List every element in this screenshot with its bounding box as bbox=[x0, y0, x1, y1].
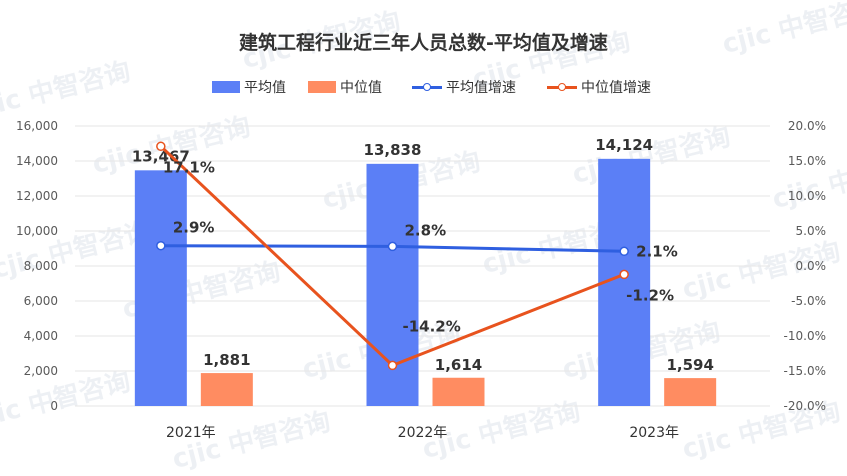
median-growth-point bbox=[619, 269, 629, 280]
avg-growth-point bbox=[387, 241, 398, 252]
y-left-tick-label: 12,000 bbox=[16, 189, 58, 203]
avg-growth-label: 2.9% bbox=[173, 219, 215, 237]
bar-median bbox=[432, 377, 485, 406]
y-right-tick-label: -5.0% bbox=[791, 294, 826, 308]
legend-swatch-median bbox=[308, 81, 336, 93]
bar-median bbox=[200, 373, 253, 406]
y-left-tick-label: 2,000 bbox=[24, 364, 58, 378]
x-tick-label: 2021年 bbox=[166, 425, 216, 441]
legend-item-median-growth: 中位值增速 bbox=[547, 76, 651, 98]
chart-title: 建筑工程行业近三年人员总数-平均值及增速 bbox=[239, 32, 608, 54]
median-growth-label: 17.1% bbox=[163, 158, 215, 176]
legend-item-avg: 平均值 bbox=[212, 76, 286, 98]
avg-growth-point bbox=[619, 246, 629, 257]
bar-median-label: 1,881 bbox=[203, 351, 250, 369]
legend-label-avg-growth: 平均值增速 bbox=[446, 80, 516, 96]
y-right-tick-label: 5.0% bbox=[796, 224, 827, 238]
median-growth-point bbox=[387, 360, 398, 371]
y-right-tick-label: 0.0% bbox=[796, 259, 827, 273]
bar-avg-label: 13,838 bbox=[364, 141, 422, 159]
y-left-tick-label: 14,000 bbox=[16, 154, 58, 168]
legend-label-avg: 平均值 bbox=[244, 80, 286, 96]
plot-area: 0 2,000 4,000 6,000 8,000 10,000 12,000 14,000 1… bbox=[16, 119, 827, 441]
legend-item-avg-growth: 平均值增速 bbox=[412, 76, 516, 98]
legend-item-median: 中位值 bbox=[308, 76, 382, 98]
bar-median bbox=[664, 378, 717, 406]
y-left-tick-label: 0 bbox=[50, 399, 58, 413]
avg-growth-label: 2.8% bbox=[405, 221, 447, 239]
y-left-tick-label: 4,000 bbox=[24, 329, 58, 343]
y-right-tick-label: -15.0% bbox=[784, 364, 826, 378]
legend-label-median: 中位值 bbox=[340, 80, 382, 96]
bar-avg bbox=[134, 170, 187, 406]
avg-growth-label: 2.1% bbox=[636, 242, 678, 260]
legend-line-median-growth bbox=[547, 81, 577, 93]
x-tick-label: 2023年 bbox=[629, 425, 679, 441]
legend: 平均值 中位值 平均值增速 中位值增速 bbox=[0, 76, 847, 98]
legend-label-median-growth: 中位值增速 bbox=[581, 80, 651, 96]
y-right-tick-label: 15.0% bbox=[788, 154, 826, 168]
legend-line-avg-growth bbox=[412, 81, 442, 93]
y-left-tick-label: 6,000 bbox=[24, 294, 58, 308]
median-growth-label: -1.2% bbox=[626, 286, 674, 304]
y-left-tick-label: 10,000 bbox=[16, 224, 58, 238]
bar-median-label: 1,594 bbox=[666, 356, 713, 374]
y-right-tick-label: 20.0% bbox=[788, 119, 826, 133]
x-tick-label: 2022年 bbox=[398, 425, 448, 441]
median-growth-label: -14.2% bbox=[403, 317, 461, 335]
y-right-tick-label: -20.0% bbox=[784, 399, 826, 413]
y-left-tick-label: 16,000 bbox=[16, 119, 58, 133]
y-left-tick-label: 8,000 bbox=[24, 259, 58, 273]
bar-avg-label: 14,124 bbox=[595, 136, 653, 154]
median-growth-point bbox=[156, 141, 166, 152]
avg-growth-point bbox=[156, 240, 166, 251]
legend-swatch-avg bbox=[212, 81, 240, 93]
bar-median-label: 1,614 bbox=[435, 356, 482, 374]
y-right-tick-label: -10.0% bbox=[784, 329, 826, 343]
y-right-tick-label: 10.0% bbox=[788, 189, 826, 203]
